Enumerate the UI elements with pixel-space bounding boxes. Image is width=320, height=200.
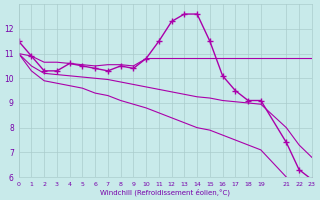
X-axis label: Windchill (Refroidissement éolien,°C): Windchill (Refroidissement éolien,°C): [100, 188, 230, 196]
